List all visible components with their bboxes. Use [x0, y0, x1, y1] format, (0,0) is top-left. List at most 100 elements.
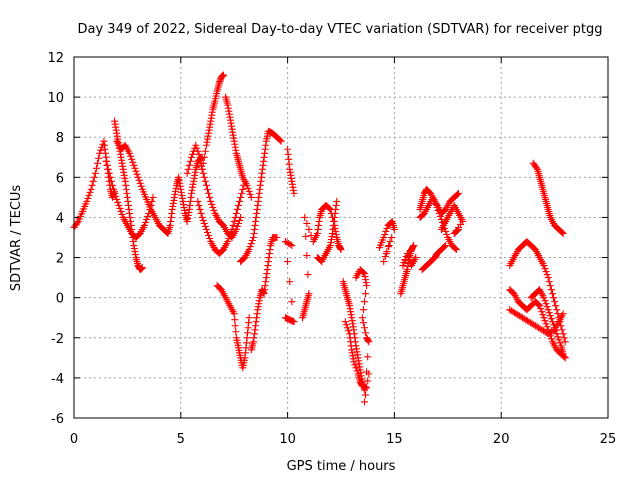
data-point	[561, 338, 569, 346]
data-point	[146, 205, 154, 213]
data-point	[231, 213, 239, 221]
data-point	[225, 235, 233, 243]
data-point	[226, 231, 234, 239]
data-point	[247, 240, 255, 248]
data-point	[110, 185, 118, 193]
data-point	[358, 314, 366, 322]
data-point	[204, 228, 211, 236]
data-point	[147, 201, 155, 209]
data-point	[290, 189, 298, 197]
data-point	[97, 146, 105, 154]
data-point	[209, 203, 217, 211]
data-point	[541, 317, 549, 325]
y-tick-label: -2	[51, 332, 64, 347]
series-arc-ad	[529, 159, 567, 237]
data-point	[558, 228, 566, 236]
data-point	[442, 242, 450, 250]
data-point	[220, 71, 228, 79]
data-point	[231, 322, 239, 330]
data-point	[454, 225, 462, 233]
data-point	[83, 197, 91, 205]
data-point	[561, 354, 569, 362]
data-point	[541, 265, 549, 273]
data-point	[93, 159, 101, 167]
x-tick-label: 20	[493, 432, 510, 447]
axis-ticks: 0 5 10 15 20 25 -6 -4 -2 0 2 4 6 8 10 12	[47, 51, 616, 447]
data-point	[201, 147, 209, 155]
data-point	[380, 234, 388, 241]
data-point	[198, 213, 206, 221]
data-point	[546, 282, 554, 290]
series-arc-o	[299, 201, 345, 322]
data-point	[404, 253, 412, 261]
data-point	[205, 231, 213, 239]
data-point	[149, 193, 157, 201]
data-point	[90, 173, 98, 181]
data-point	[362, 383, 370, 391]
data-point	[99, 140, 107, 148]
y-tick-label: 4	[56, 211, 64, 226]
data-point	[442, 227, 450, 235]
data-point	[443, 230, 451, 238]
data-point	[400, 259, 408, 267]
data-point	[403, 250, 411, 258]
data-point	[560, 353, 568, 361]
data-point	[365, 338, 373, 346]
y-tick-label: -4	[51, 372, 64, 387]
data-point	[86, 188, 94, 196]
data-point	[360, 324, 368, 332]
data-point	[286, 278, 294, 286]
x-tick-label: 0	[70, 432, 78, 447]
data-point	[360, 398, 368, 406]
data-point	[135, 176, 143, 184]
data-point	[105, 169, 113, 177]
data-point	[236, 216, 244, 224]
data-point	[540, 262, 548, 270]
data-point	[245, 314, 253, 322]
data-point	[197, 209, 205, 217]
data-point	[246, 190, 254, 198]
data-point	[532, 164, 540, 172]
data-point	[138, 264, 146, 272]
data-point	[142, 218, 150, 226]
data-point	[560, 334, 568, 342]
data-point	[183, 169, 191, 177]
series-arc-y	[437, 201, 467, 237]
data-point	[453, 190, 461, 198]
data-point	[553, 306, 561, 314]
data-point	[246, 243, 254, 251]
series-arc-x	[418, 242, 450, 274]
data-points	[70, 71, 569, 406]
series-arc-q	[339, 278, 368, 394]
data-point	[302, 232, 310, 240]
series-arc-j	[213, 282, 253, 372]
data-point	[145, 209, 153, 217]
data-point	[553, 330, 561, 338]
data-point	[382, 227, 390, 235]
data-point	[540, 314, 548, 322]
data-point	[383, 248, 391, 256]
data-point	[243, 181, 251, 189]
data-point	[555, 336, 563, 344]
data-point	[228, 225, 236, 233]
data-point	[544, 306, 552, 314]
series-arc-h	[194, 177, 249, 258]
data-point	[230, 310, 238, 318]
data-point	[134, 173, 142, 181]
data-point	[558, 326, 566, 334]
data-point	[380, 258, 388, 266]
data-point	[552, 327, 560, 335]
data-point	[304, 271, 312, 279]
data-point	[137, 182, 145, 190]
data-point	[230, 217, 238, 225]
data-point	[244, 184, 252, 192]
data-point	[559, 330, 567, 338]
data-point	[358, 382, 366, 390]
data-point	[234, 219, 242, 227]
plot-frame	[73, 56, 609, 419]
series-arc-u	[397, 242, 420, 298]
data-point	[106, 173, 114, 181]
data-point	[550, 294, 558, 302]
data-point	[542, 300, 550, 308]
data-point	[538, 308, 546, 316]
